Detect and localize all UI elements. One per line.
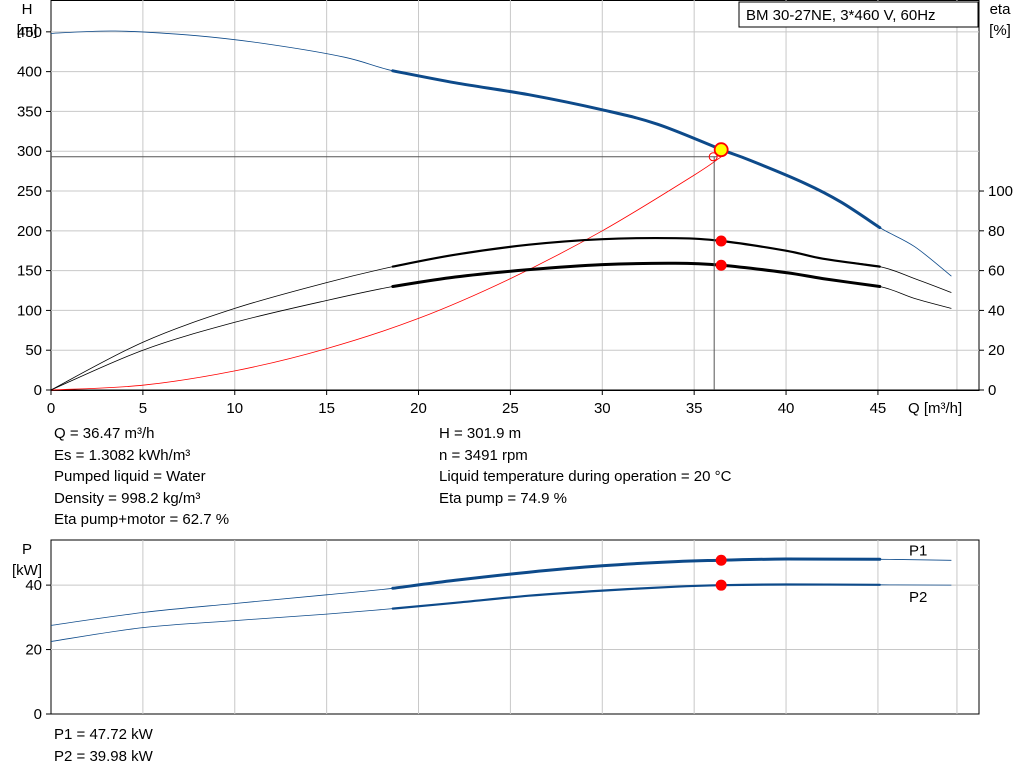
x-tick-label-40: 40 (778, 400, 795, 417)
power-tick-label-40: 40 (25, 577, 42, 594)
title-box (738, 1, 979, 28)
h-axis-unit: [m] (17, 22, 38, 39)
power-tick-label-20: 20 (25, 642, 42, 659)
eta-axis-label: eta (990, 1, 1012, 18)
eta-tick-label-60: 60 (988, 263, 1005, 280)
h-tick-label-350: 350 (17, 103, 42, 120)
power-info: P1 = 47.72 kW P2 = 39.98 kW (54, 724, 153, 767)
q-axis-label: Q [m³/h] (908, 400, 962, 417)
x-tick-label-10: 10 (226, 400, 243, 417)
info-p2: P2 = 39.98 kW (54, 747, 153, 765)
x-tick-label-15: 15 (318, 400, 335, 417)
power-p1-operating-line (391, 557, 882, 590)
info-pumped-liquid: Pumped liquid = Water (54, 468, 206, 486)
h-tick-label-250: 250 (17, 183, 42, 200)
info-density: Density = 998.2 kg/m³ (54, 489, 201, 507)
info-flow: Q = 36.47 m³/h (54, 425, 155, 442)
x-tick-label-30: 30 (594, 400, 611, 417)
power-plot-frame (50, 539, 980, 715)
head-operating-line (391, 69, 882, 230)
p1-duty-marker (715, 554, 727, 566)
eta-tick-label-20: 20 (988, 342, 1005, 359)
power-axis-label: P (22, 541, 32, 558)
power-axis-unit: [kW] (12, 562, 42, 579)
eta-pump-operating-line (391, 236, 881, 268)
eta-tick-label-40: 40 (988, 302, 1005, 319)
h-tick-label-400: 400 (17, 64, 42, 81)
info-liquid-temperature: Liquid temperature during operation = 20… (439, 468, 732, 486)
duty-info-left: Q = 36.47 m³/h Es = 1.3082 kWh/m³ Pumped… (54, 423, 229, 531)
x-tick-label-20: 20 (410, 400, 427, 417)
system-curve-line (50, 156, 722, 391)
info-eta-pump-motor: Eta pump+motor = 62.7 % (54, 511, 230, 529)
eta-pump-motor-operating-line (391, 261, 882, 288)
x-tick-label-45: 45 (870, 400, 887, 417)
h-tick-label-450: 450 (17, 24, 42, 41)
h-tick-label-50: 50 (25, 342, 42, 359)
power-tick-label-0: 0 (34, 706, 42, 723)
info-p1: P1 = 47.72 kW (54, 726, 153, 743)
h-tick-label-300: 300 (17, 143, 42, 160)
info-eta-pump: Eta pump = 74.9 % (439, 489, 567, 507)
h-tick-label-150: 150 (17, 263, 42, 280)
h-axis-label: H (22, 1, 33, 18)
h-tick-label-100: 100 (17, 302, 42, 319)
info-head: H = 301.9 m (439, 425, 522, 442)
info-specific-energy: Es = 1.3082 kWh/m³ (54, 446, 191, 464)
eta-tick-label-100: 100 (988, 183, 1013, 200)
eta-pump-duty-marker (715, 235, 727, 247)
head-duty-marker (713, 142, 729, 158)
eta-tick-label-0: 0 (988, 382, 996, 399)
system-duty-marker (708, 152, 718, 162)
eta-tick-label-80: 80 (988, 223, 1005, 240)
x-tick-label-5: 5 (139, 400, 147, 417)
chart-title: BM 30-27NE, 3*460 V, 60Hz (746, 7, 936, 24)
info-speed: n = 3491 rpm (439, 446, 528, 464)
power-series-label-p1: P1 (909, 542, 927, 559)
h-tick-label-0: 0 (34, 382, 42, 399)
x-tick-label-35: 35 (686, 400, 703, 417)
eta-axis-unit: [%] (989, 22, 1011, 39)
x-tick-label-0: 0 (47, 400, 55, 417)
eta-pump-motor-duty-marker (715, 259, 727, 271)
p2-duty-marker (715, 579, 727, 591)
head-plot-frame (50, 0, 980, 391)
x-tick-label-25: 25 (502, 400, 519, 417)
power-p2-operating-line (391, 583, 881, 610)
power-series-label-p2: P2 (909, 589, 927, 606)
duty-info-right: H = 301.9 m n = 3491 rpm Liquid temperat… (439, 423, 731, 509)
h-tick-label-200: 200 (17, 223, 42, 240)
